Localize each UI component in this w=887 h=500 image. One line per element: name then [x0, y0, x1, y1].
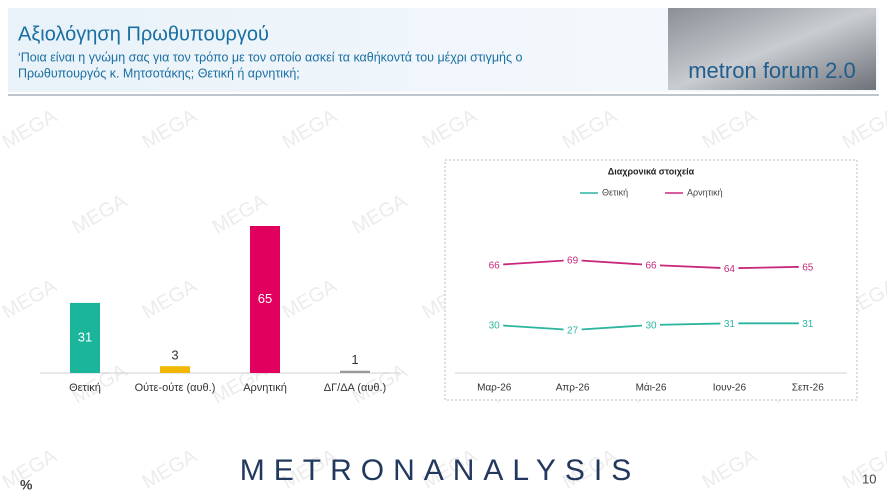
- value-label: 66: [645, 261, 657, 272]
- label-bg: [642, 259, 660, 271]
- unit: %: [20, 477, 33, 493]
- watermark: MEGA: [349, 190, 412, 239]
- x-tick-label: Αρνητική: [243, 382, 287, 394]
- label-bg: [485, 259, 504, 271]
- bar: [250, 226, 280, 373]
- value-label: 3: [171, 348, 178, 363]
- label-bg: [485, 319, 504, 331]
- value-label: 27: [567, 326, 579, 337]
- page-number: 10: [862, 471, 876, 486]
- label-bg: [563, 324, 582, 336]
- logo-text: metron forum 2.0: [688, 58, 856, 83]
- footer-brand: METRONANALYSIS: [240, 454, 641, 487]
- watermark: MEGA: [139, 105, 202, 154]
- x-tick-label: ΔΓ/ΔΑ (αυθ.): [324, 382, 386, 394]
- value-label: 64: [724, 264, 736, 275]
- watermark: MEGA: [699, 445, 762, 494]
- watermark: MEGA: [0, 105, 61, 154]
- watermark: MEGA: [69, 190, 132, 239]
- bar: [340, 370, 370, 373]
- watermark: MEGA: [279, 275, 342, 324]
- watermark: MEGA: [139, 445, 202, 494]
- watermark: MEGA: [419, 105, 482, 154]
- watermark: MEGA: [279, 105, 342, 154]
- watermark: MEGA: [559, 105, 622, 154]
- chart-title: Διαχρονικά στοιχεία: [608, 166, 695, 176]
- x-tick-label: Μαρ-26: [477, 383, 512, 394]
- label-bg: [720, 317, 739, 330]
- value-label: 66: [489, 261, 501, 272]
- value-label: 65: [802, 262, 814, 273]
- bar: [70, 302, 100, 373]
- bar: [160, 366, 190, 373]
- watermark: MEGA: [839, 105, 887, 154]
- x-tick-label: Ιουν-26: [713, 383, 747, 394]
- legend-label: Αρνητική: [687, 187, 723, 197]
- x-tick-label: Σεπ-26: [792, 383, 824, 394]
- value-label: 31: [724, 319, 736, 330]
- label-bg: [642, 319, 660, 331]
- x-tick-label: Ούτε-ούτε (αυθ.): [135, 382, 216, 394]
- value-label: 30: [645, 321, 657, 332]
- watermark: MEGA: [0, 275, 61, 324]
- value-label: 69: [567, 256, 579, 267]
- logo-image: [668, 8, 876, 90]
- legend-label: Θετική: [602, 187, 628, 197]
- label-bg: [720, 262, 739, 275]
- value-label: 30: [489, 321, 501, 332]
- subtitle: ‘Ποια είναι η γνώμη σας για τον τρόπο με…: [18, 50, 522, 64]
- watermark: MEGA: [139, 275, 202, 324]
- label-bg: [798, 317, 817, 330]
- value-label: 1: [351, 352, 358, 367]
- value-label: 31: [78, 329, 92, 344]
- value-label: 65: [258, 291, 272, 306]
- title: Αξιολόγηση Πρωθυπουργού: [18, 23, 269, 45]
- subtitle: Πρωθυπουργός κ. Μητσοτάκης; Θετική ή αρν…: [18, 66, 300, 80]
- value-label: 31: [802, 319, 814, 330]
- label-bg: [563, 254, 582, 266]
- label-bg: [798, 260, 817, 273]
- x-tick-label: Θετική: [69, 382, 101, 394]
- x-tick-label: Απρ-26: [556, 383, 590, 394]
- watermark: MEGA: [699, 105, 762, 154]
- x-tick-label: Μάι-26: [636, 382, 667, 394]
- line-chart-frame: [444, 159, 858, 401]
